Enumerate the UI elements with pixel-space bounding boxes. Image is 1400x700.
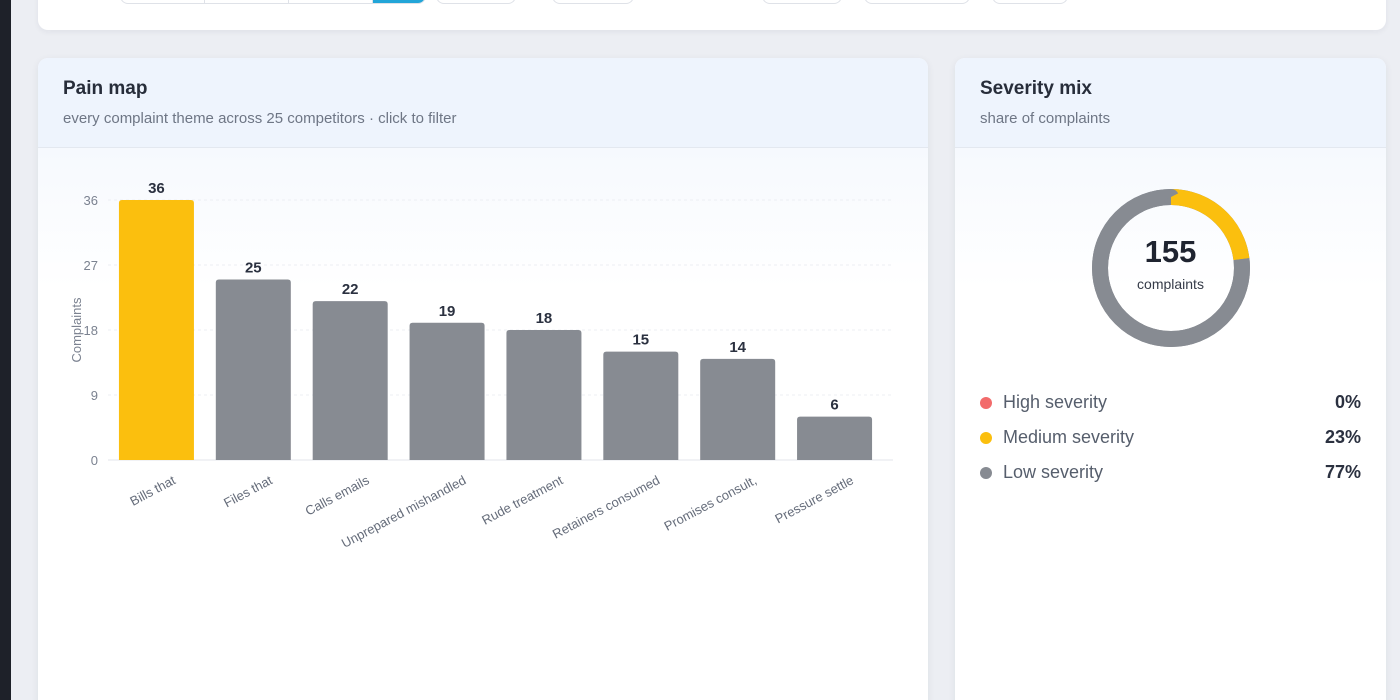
legend-item-medium[interactable]: Medium severity 23% xyxy=(980,420,1361,455)
left-rail xyxy=(0,0,11,700)
legend-percent: 0% xyxy=(1334,392,1361,412)
x-tick-label: Rude treatment xyxy=(479,472,566,527)
bar-value-label: 19 xyxy=(439,303,456,320)
bar-value-label: 14 xyxy=(729,339,746,356)
pain-map-header: Pain map every complaint theme across 25… xyxy=(38,58,928,148)
toolbar-button[interactable] xyxy=(864,0,970,4)
pain-map-card: Pain map every complaint theme across 25… xyxy=(38,58,928,700)
severity-legend: High severity 0% Medium severity 23% Low… xyxy=(980,385,1361,490)
y-tick-label: 36 xyxy=(84,193,98,208)
total-complaints-label: complaints xyxy=(1137,276,1204,292)
legend-percent: 23% xyxy=(1324,427,1361,447)
toolbar xyxy=(38,0,1386,30)
segment-1[interactable] xyxy=(121,0,205,3)
view-segmented-control[interactable] xyxy=(120,0,426,4)
x-tick-label: Calls emails xyxy=(303,472,372,518)
card-body-background xyxy=(955,148,1386,288)
legend-item-low[interactable]: Low severity 77% xyxy=(980,455,1361,490)
low-severity-dot-icon xyxy=(980,466,992,479)
bar-value-label: 6 xyxy=(830,397,838,414)
severity-header: Severity mix share of complaints xyxy=(955,58,1386,148)
x-tick-label: Pressure settle xyxy=(772,472,856,526)
pain-map-title: Pain map xyxy=(63,78,148,99)
y-tick-label: 9 xyxy=(91,388,98,403)
severity-subtitle: share of complaints xyxy=(980,110,1111,127)
legend-label: Low severity xyxy=(1003,462,1104,482)
y-axis-label: Complaints xyxy=(69,297,84,363)
severity-title: Severity mix xyxy=(980,78,1092,99)
toolbar-dropdown[interactable] xyxy=(552,0,634,4)
segment-active[interactable] xyxy=(373,0,425,3)
bar-3[interactable] xyxy=(312,301,388,460)
x-tick-label: Promises consult, xyxy=(661,472,759,533)
bar-5[interactable] xyxy=(506,330,582,460)
bar-value-label: 25 xyxy=(245,259,262,276)
legend-percent: 77% xyxy=(1324,462,1361,482)
bar-1[interactable] xyxy=(118,200,194,460)
medium-severity-dot-icon xyxy=(980,431,992,444)
y-tick-label: 18 xyxy=(84,323,98,338)
bar-4[interactable] xyxy=(409,322,485,460)
bar-8[interactable] xyxy=(797,416,873,460)
bar-6[interactable] xyxy=(603,351,679,460)
bar-2[interactable] xyxy=(215,279,291,460)
y-tick-label: 0 xyxy=(91,453,98,468)
toolbar-button[interactable] xyxy=(762,0,842,4)
segment-2[interactable] xyxy=(205,0,289,3)
donut-segment-3[interactable] xyxy=(1092,189,1250,347)
bar-value-label: 22 xyxy=(342,281,359,298)
high-severity-dot-icon xyxy=(980,396,992,409)
severity-donut-chart xyxy=(1092,189,1250,347)
bar-7[interactable] xyxy=(700,358,776,460)
x-tick-label: Retainers consumed xyxy=(550,472,662,541)
bar-value-label: 18 xyxy=(536,310,553,327)
bar-value-label: 36 xyxy=(148,180,165,197)
pain-map-bar-chart: 0 9 18 27 36 Complaints 36 Bills that 25 Files th… xyxy=(69,180,893,551)
toolbar-button[interactable] xyxy=(992,0,1068,4)
segment-3[interactable] xyxy=(289,0,373,3)
legend-label: High severity xyxy=(1003,392,1108,412)
y-tick-label: 27 xyxy=(84,258,98,273)
x-tick-label: Files that xyxy=(221,472,275,510)
pain-map-subtitle: every complaint theme across 25 competit… xyxy=(63,110,457,127)
toolbar-button[interactable] xyxy=(436,0,516,4)
legend-label: Medium severity xyxy=(1003,427,1135,447)
total-complaints-count: 155 xyxy=(1144,234,1197,269)
legend-item-high[interactable]: High severity 0% xyxy=(980,385,1361,420)
bar-value-label: 15 xyxy=(632,332,649,349)
severity-mix-card: Severity mix share of complaints 155 com… xyxy=(955,58,1386,700)
x-tick-label: Bills that xyxy=(127,472,178,508)
